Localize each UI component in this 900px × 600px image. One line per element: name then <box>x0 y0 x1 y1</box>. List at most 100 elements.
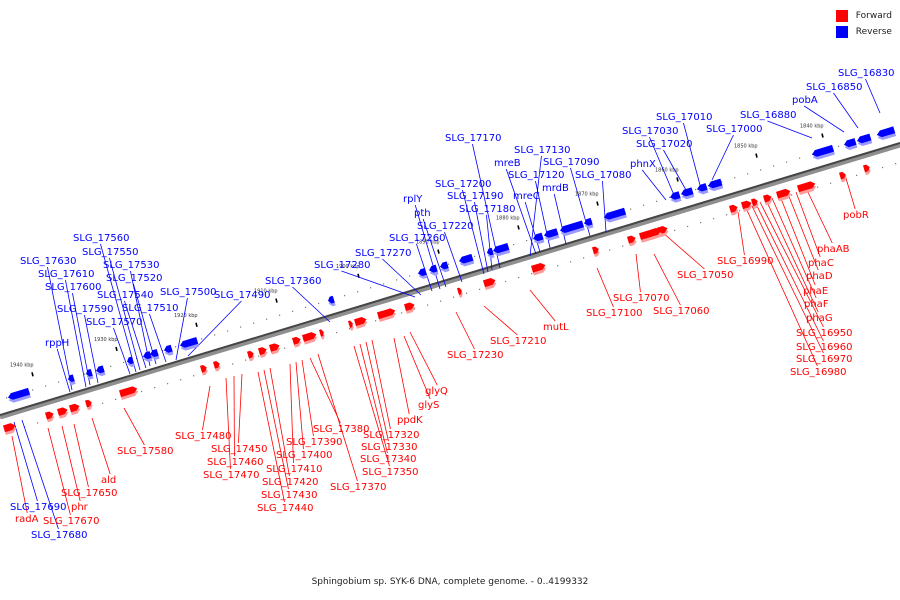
forward-gene-arrow[interactable] <box>775 188 792 202</box>
gene-label-slg-17520[interactable]: SLG_17520 <box>106 273 162 284</box>
forward-gene-arrow[interactable] <box>318 329 326 340</box>
gene-label-slg-17590[interactable]: SLG_17590 <box>57 304 113 315</box>
gene-label-slg-17580[interactable]: SLG_17580 <box>117 446 173 457</box>
gene-label-slg-17390[interactable]: SLG_17390 <box>286 437 342 448</box>
gene-label-rada[interactable]: radA <box>15 514 39 525</box>
reverse-gene-arrow[interactable] <box>843 138 858 151</box>
reverse-gene-arrow[interactable] <box>559 220 585 237</box>
gene-label-slg-17490[interactable]: SLG_17490 <box>214 290 270 301</box>
reverse-gene-arrow[interactable] <box>492 243 511 257</box>
gene-label-slg-17010[interactable]: SLG_17010 <box>656 112 712 123</box>
reverse-gene-arrow[interactable] <box>67 374 76 385</box>
gene-label-phnx[interactable]: phnX <box>630 159 656 170</box>
gene-label-slg-17320[interactable]: SLG_17320 <box>363 430 419 441</box>
gene-label-slg-17410[interactable]: SLG_17410 <box>266 464 322 475</box>
gene-label-slg-17560[interactable]: SLG_17560 <box>73 233 129 244</box>
gene-label-slg-17080[interactable]: SLG_17080 <box>575 170 631 181</box>
forward-gene-arrow[interactable] <box>44 410 56 423</box>
forward-gene-arrow[interactable] <box>2 422 17 436</box>
forward-gene-arrow[interactable] <box>638 227 663 243</box>
gene-label-slg-17650[interactable]: SLG_17650 <box>61 488 117 499</box>
gene-label-slg-17350[interactable]: SLG_17350 <box>362 467 418 478</box>
gene-label-slg-17130[interactable]: SLG_17130 <box>514 145 570 156</box>
gene-label-phae[interactable]: phaE <box>803 286 828 297</box>
gene-label-slg-17550[interactable]: SLG_17550 <box>82 247 138 258</box>
gene-label-slg-16880[interactable]: SLG_16880 <box>740 110 796 121</box>
forward-gene-arrow[interactable] <box>376 307 397 322</box>
reverse-gene-arrow[interactable] <box>603 207 627 224</box>
gene-label-slg-17670[interactable]: SLG_17670 <box>43 516 99 527</box>
reverse-gene-arrow[interactable] <box>163 344 174 357</box>
gene-label-slg-17630[interactable]: SLG_17630 <box>20 256 76 267</box>
forward-gene-arrow[interactable] <box>347 320 355 331</box>
gene-label-slg-17690[interactable]: SLG_17690 <box>10 502 66 513</box>
reverse-gene-arrow[interactable] <box>811 144 835 161</box>
reverse-gene-arrow[interactable] <box>126 356 135 368</box>
gene-label-slg-17120[interactable]: SLG_17120 <box>508 170 564 181</box>
gene-label-slg-17260[interactable]: SLG_17260 <box>389 233 445 244</box>
gene-label-slg-17060[interactable]: SLG_17060 <box>653 306 709 317</box>
forward-gene-arrow[interactable] <box>199 364 209 376</box>
gene-label-slg-17230[interactable]: SLG_17230 <box>447 350 503 361</box>
forward-gene-arrow[interactable] <box>257 346 269 358</box>
gene-label-slg-16830[interactable]: SLG_16830 <box>838 68 894 79</box>
reverse-gene-arrow[interactable] <box>428 264 439 277</box>
gene-label-mutl[interactable]: mutL <box>543 322 569 333</box>
gene-label-slg-17440[interactable]: SLG_17440 <box>257 503 313 514</box>
reverse-gene-arrow[interactable] <box>680 187 695 200</box>
gene-label-slg-17530[interactable]: SLG_17530 <box>103 260 159 271</box>
gene-label-glys[interactable]: glyS <box>418 400 439 411</box>
gene-label-slg-17090[interactable]: SLG_17090 <box>543 157 599 168</box>
gene-label-glyq[interactable]: glyQ <box>425 386 448 397</box>
gene-label-slg-16850[interactable]: SLG_16850 <box>806 82 862 93</box>
gene-label-mrdb[interactable]: mrdB <box>542 183 569 194</box>
reverse-gene-arrow[interactable] <box>85 368 94 380</box>
forward-gene-arrow[interactable] <box>56 406 69 419</box>
forward-gene-arrow[interactable] <box>591 246 601 258</box>
gene-label-pobr[interactable]: pobR <box>843 210 869 221</box>
forward-gene-arrow[interactable] <box>862 164 872 176</box>
gene-label-slg-17170[interactable]: SLG_17170 <box>445 133 501 144</box>
forward-gene-arrow[interactable] <box>291 336 303 348</box>
reverse-gene-arrow[interactable] <box>876 126 897 141</box>
forward-gene-arrow[interactable] <box>353 316 368 329</box>
gene-label-slg-17610[interactable]: SLG_17610 <box>38 269 94 280</box>
reverse-gene-arrow[interactable] <box>327 295 336 307</box>
forward-gene-arrow[interactable] <box>740 200 753 212</box>
gene-label-ald[interactable]: ald <box>101 475 116 486</box>
gene-label-slg-16960[interactable]: SLG_16960 <box>796 342 852 353</box>
forward-gene-arrow[interactable] <box>268 342 281 355</box>
gene-label-slg-17430[interactable]: SLG_17430 <box>261 490 317 501</box>
gene-label-slg-17180[interactable]: SLG_17180 <box>459 204 515 215</box>
gene-label-slg-16990[interactable]: SLG_16990 <box>717 256 773 267</box>
forward-gene-arrow[interactable] <box>796 180 817 196</box>
gene-label-slg-17270[interactable]: SLG_17270 <box>355 248 411 259</box>
gene-label-slg-17500[interactable]: SLG_17500 <box>160 287 216 298</box>
gene-label-rply[interactable]: rplY <box>403 194 423 205</box>
gene-label-phaf[interactable]: phaF <box>804 299 829 310</box>
reverse-gene-arrow[interactable] <box>583 217 594 230</box>
reverse-gene-arrow[interactable] <box>7 387 31 404</box>
gene-label-slg-17460[interactable]: SLG_17460 <box>207 457 263 468</box>
gene-label-slg-17210[interactable]: SLG_17210 <box>490 336 546 347</box>
gene-label-slg-17070[interactable]: SLG_17070 <box>613 293 669 304</box>
gene-label-slg-17190[interactable]: SLG_17190 <box>447 191 503 202</box>
forward-gene-arrow[interactable] <box>456 287 464 298</box>
reverse-gene-arrow[interactable] <box>669 191 682 203</box>
reverse-gene-arrow[interactable] <box>543 228 560 242</box>
gene-label-slg-17400[interactable]: SLG_17400 <box>276 450 332 461</box>
gene-label-slg-16950[interactable]: SLG_16950 <box>796 328 852 339</box>
forward-gene-arrow[interactable] <box>246 350 256 362</box>
gene-label-slg-17450[interactable]: SLG_17450 <box>211 444 267 455</box>
gene-label-slg-17030[interactable]: SLG_17030 <box>622 126 678 137</box>
gene-label-slg-17000[interactable]: SLG_17000 <box>706 124 762 135</box>
reverse-gene-arrow[interactable] <box>486 247 495 259</box>
gene-label-slg-17370[interactable]: SLG_17370 <box>330 482 386 493</box>
reverse-gene-arrow[interactable] <box>696 183 709 195</box>
reverse-gene-arrow[interactable] <box>458 253 475 268</box>
reverse-gene-arrow[interactable] <box>532 232 545 245</box>
reverse-gene-arrow[interactable] <box>149 349 160 361</box>
gene-label-slg-17100[interactable]: SLG_17100 <box>586 308 642 319</box>
gene-label-slg-17330[interactable]: SLG_17330 <box>361 442 417 453</box>
gene-label-slg-17360[interactable]: SLG_17360 <box>265 276 321 287</box>
